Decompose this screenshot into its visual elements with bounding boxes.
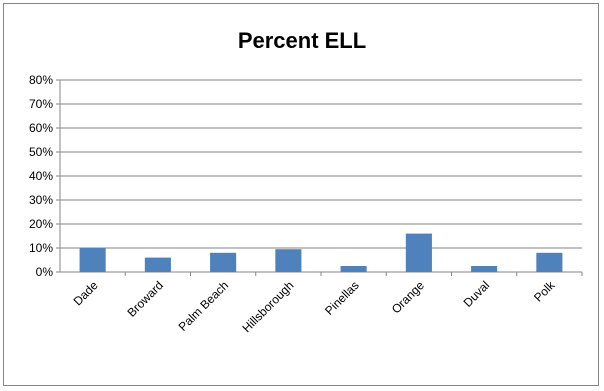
y-tick-label: 0% — [36, 265, 54, 279]
bar-polk — [536, 252, 563, 272]
x-tick-label: Broward — [124, 278, 165, 319]
chart-frame — [3, 3, 599, 386]
bar-broward — [144, 257, 171, 272]
x-tick-label: Hillsborough — [239, 278, 296, 335]
y-tick-label: 20% — [29, 217, 53, 231]
x-tick-label: Palm Beach — [176, 278, 232, 334]
y-tick-label: 60% — [29, 121, 53, 135]
y-tick-label: 80% — [29, 73, 53, 87]
bars — [79, 233, 563, 272]
x-tick-label: Polk — [531, 278, 558, 305]
bar-pinellas — [340, 266, 367, 272]
bar-palm-beach — [210, 252, 237, 272]
bar-duval — [471, 266, 498, 272]
x-tick-label: Pinellas — [322, 278, 362, 318]
y-tick-label: 30% — [29, 193, 53, 207]
x-tick-label: Orange — [389, 278, 427, 316]
x-tick-label: Dade — [71, 278, 101, 308]
y-tick-label: 70% — [29, 97, 53, 111]
y-tick-label: 50% — [29, 145, 53, 159]
bar-hillsborough — [275, 249, 302, 272]
y-tick-label: 40% — [29, 169, 53, 183]
bar-orange — [405, 233, 432, 272]
bar-dade — [79, 248, 106, 272]
gridlines — [56, 79, 583, 276]
y-axis-ticks: 0% 10% 20% 30% 40% 50% 60% 70% 80% — [29, 73, 53, 279]
y-tick-label: 10% — [29, 241, 53, 255]
x-tick-label: Duval — [461, 278, 493, 310]
x-axis-labels: Dade Broward Palm Beach Hillsborough Pinella… — [71, 278, 559, 336]
chart-title: Percent ELL — [238, 28, 366, 53]
